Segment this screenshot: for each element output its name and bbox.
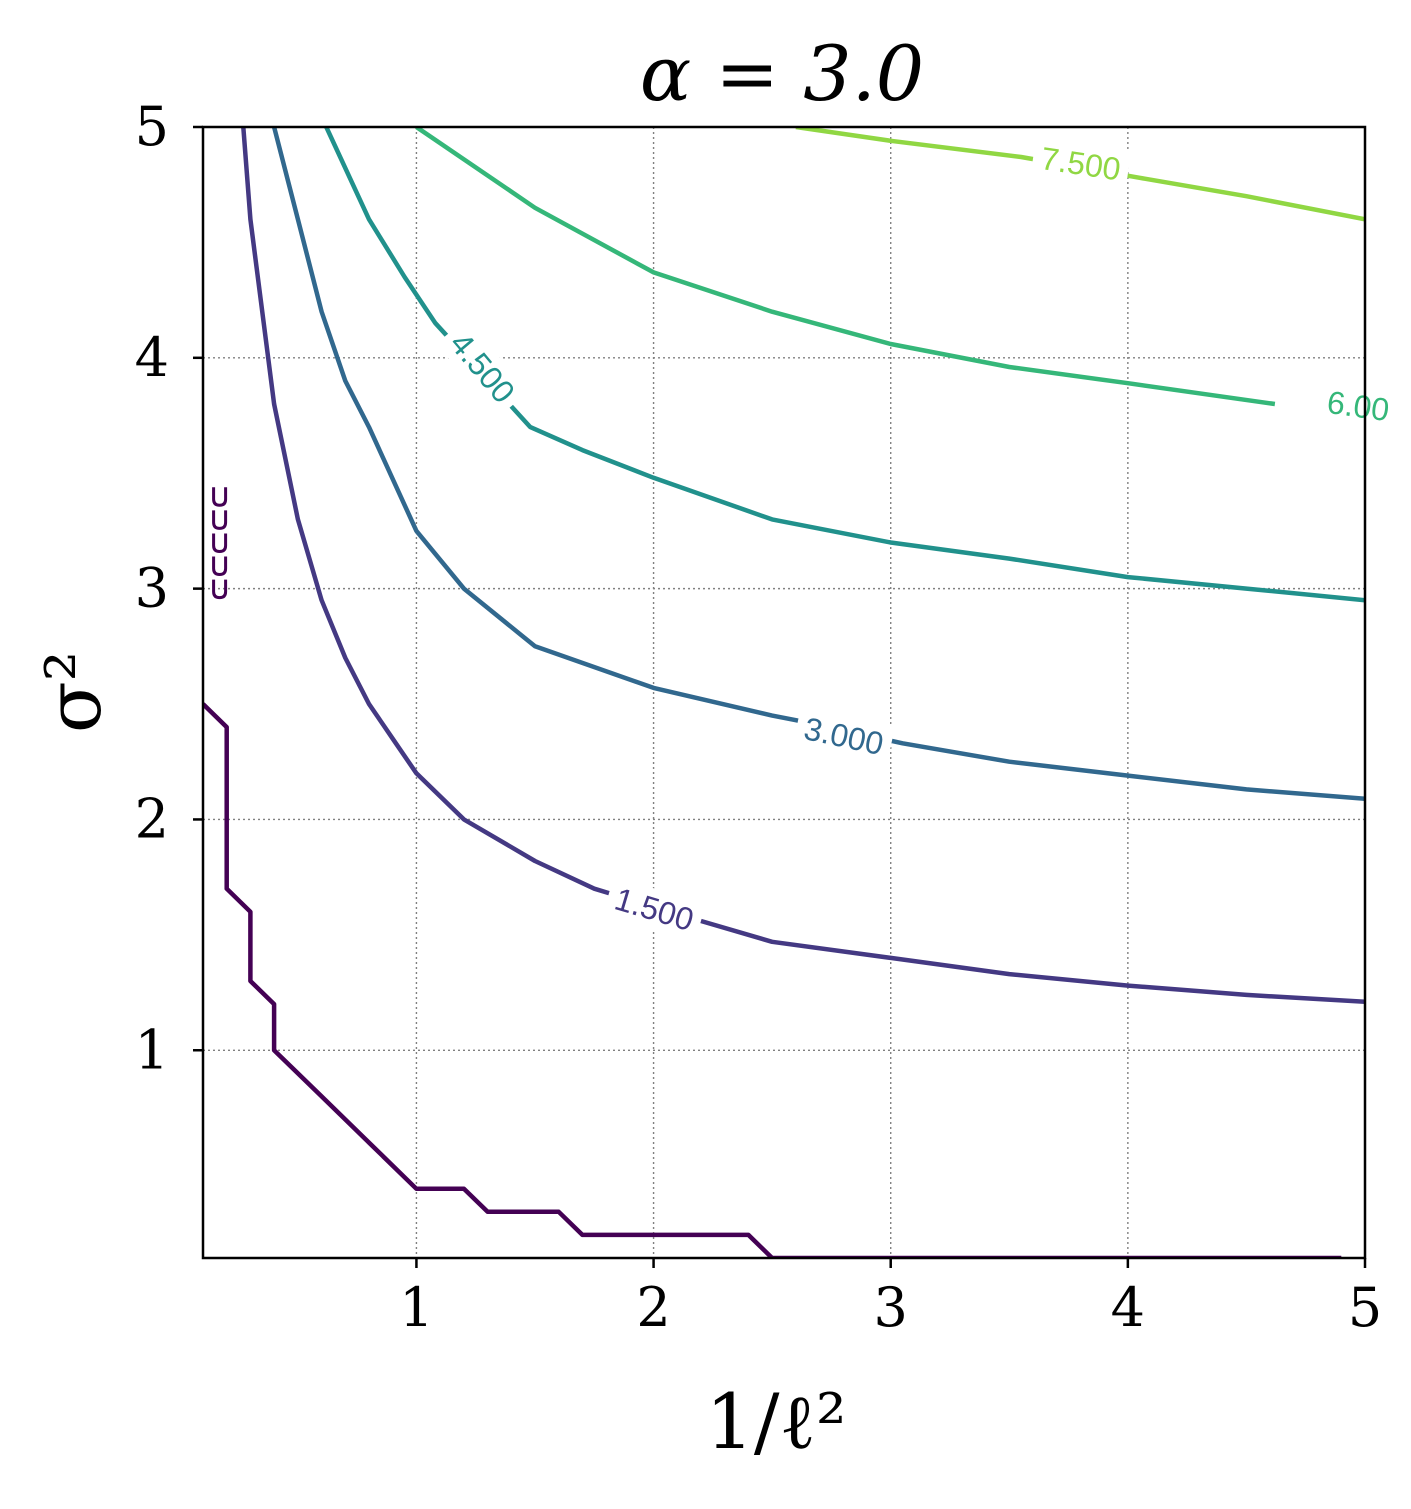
x-tick-label: 5 (1348, 1276, 1382, 1339)
contour-line-3.000 (271, 127, 1365, 801)
y-tick-label: 1 (135, 1018, 169, 1081)
contour-loop (212, 487, 228, 507)
y-axis-label: σ² (29, 651, 118, 733)
contour-line-6.000 (415, 127, 1276, 407)
contour-label-6.000: 6.00 (1325, 384, 1392, 428)
contour-label-background (1030, 136, 1132, 191)
x-tick-label: 1 (399, 1276, 433, 1339)
contour-loop (212, 533, 228, 553)
x-tick-label: 4 (1111, 1276, 1145, 1339)
contour-line-1.500 (241, 127, 1365, 1005)
y-tick-label: 4 (135, 326, 169, 389)
x-tick-label: 2 (636, 1276, 670, 1339)
y-tick-label: 5 (135, 95, 169, 158)
chart-title: α = 3.0 (640, 29, 924, 118)
tick-layer: 1 2 3 4 5 1 2 3 4 5 (135, 95, 1383, 1339)
contour-loop (212, 556, 228, 577)
contour-line-4.500 (324, 127, 1365, 603)
y-tick-label: 3 (135, 557, 169, 620)
contour-label-3.000: 3.000 (801, 710, 887, 762)
contour-loop (212, 510, 228, 530)
contour-label-background (436, 318, 529, 418)
grid-layer (203, 126, 1366, 1258)
plot-frame (201, 125, 1367, 1260)
contour-label-background (1316, 380, 1400, 432)
contour-loop (212, 579, 228, 600)
contour-label-background (792, 706, 895, 766)
y-tick-label: 2 (135, 787, 169, 850)
x-axis-label: 1/ℓ² (706, 1377, 847, 1466)
contour-line-0 (203, 702, 1342, 1258)
contour-label-7.500: 7.500 (1039, 140, 1123, 187)
contour-label-background (602, 876, 707, 943)
x-tick-label: 3 (874, 1276, 908, 1339)
contour-layer (203, 127, 1365, 1258)
